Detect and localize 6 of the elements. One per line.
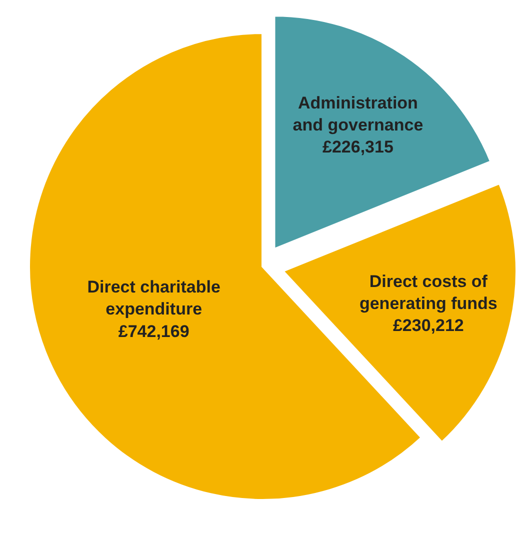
- data-label: £742,169: [118, 322, 190, 341]
- slice-label: Direct charitable expenditure: [87, 278, 220, 319]
- data-label: £230,212: [392, 316, 464, 335]
- slice-label: Administration and governance: [292, 93, 424, 134]
- slice-label: Direct costs of generating funds: [359, 272, 498, 313]
- data-label: £226,315: [322, 137, 394, 156]
